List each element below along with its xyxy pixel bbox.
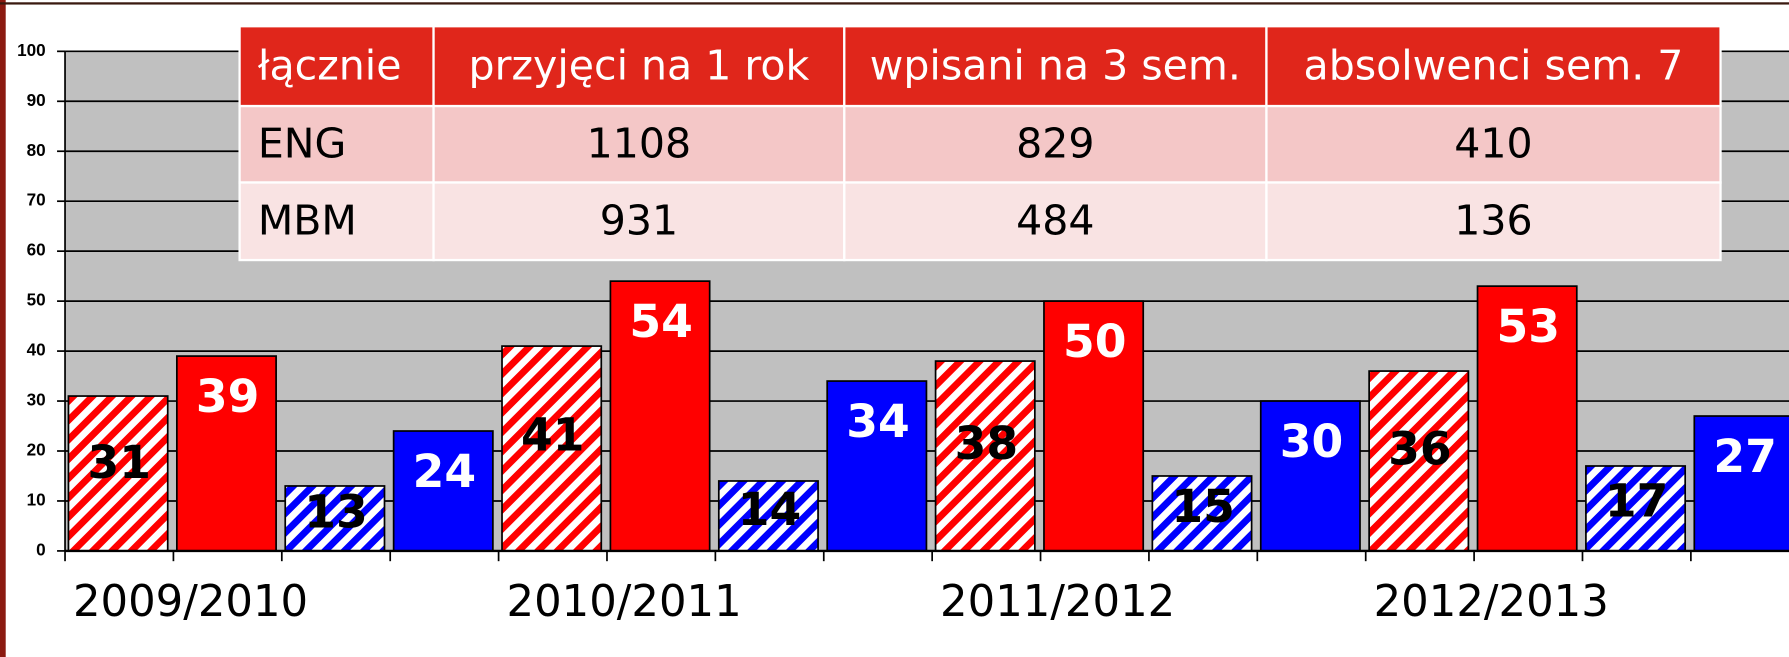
data-label: 15: [1171, 480, 1235, 533]
table-text: 931: [600, 197, 678, 245]
x-tick-label: 2010/2011: [507, 577, 742, 627]
frame-top: [0, 2, 1789, 5]
bar: [934, 360, 1036, 552]
y-tick-label: 100: [17, 41, 46, 60]
bar: [717, 480, 819, 552]
table-text: 1108: [587, 120, 691, 168]
bar: [284, 485, 386, 552]
x-tick-label: 2012/2013: [1374, 577, 1609, 627]
bar: [1585, 465, 1687, 552]
bar: [1259, 400, 1361, 552]
y-tick-label: 20: [27, 441, 46, 460]
data-label: 31: [87, 436, 151, 489]
table-cell: [238, 104, 435, 184]
table-text: 484: [1016, 197, 1094, 245]
bar: [175, 355, 277, 552]
data-label: 50: [1063, 315, 1127, 368]
table-cell: [238, 181, 435, 262]
frame-left: [0, 0, 6, 657]
table-cell: [432, 181, 846, 262]
bar: [1151, 475, 1253, 552]
table-cell: [1265, 104, 1722, 184]
table-cell: [1265, 25, 1722, 108]
data-label: 24: [413, 445, 477, 498]
y-tick-label: 10: [27, 490, 46, 509]
data-label: 39: [196, 370, 260, 423]
data-label: 53: [1497, 300, 1561, 353]
table-text: 136: [1454, 197, 1532, 245]
x-tick-label: 2009/2010: [73, 577, 308, 627]
y-tick-label: 50: [27, 291, 46, 310]
table-text: ENG: [258, 120, 346, 168]
y-tick-label: 90: [27, 91, 46, 110]
table-header: przyjęci na 1 rok: [469, 41, 810, 89]
table-cell: [843, 181, 1268, 262]
table-text: MBM: [258, 197, 357, 245]
y-tick-label: 0: [36, 540, 46, 559]
bar: [1043, 300, 1145, 552]
bar: [1693, 415, 1789, 552]
data-label: 41: [521, 409, 585, 462]
y-tick-label: 30: [27, 391, 46, 410]
table-header: łącznie: [258, 41, 402, 89]
bar: [609, 280, 711, 552]
table-cell: [1265, 181, 1722, 262]
data-label: 54: [629, 295, 693, 348]
x-tick-label: 2011/2012: [940, 577, 1175, 627]
table-text: 829: [1016, 120, 1094, 168]
table-header: absolwenci sem. 7: [1304, 41, 1684, 89]
y-tick-label: 40: [27, 341, 46, 360]
y-tick-label: 70: [27, 191, 46, 210]
data-label: 36: [1388, 423, 1452, 476]
table-header: wpisani na 3 sem.: [870, 41, 1241, 89]
bar: [67, 395, 169, 552]
y-tick-label: 80: [27, 141, 46, 160]
data-label: 34: [846, 395, 910, 448]
bar: [1476, 285, 1578, 552]
table-text: 410: [1454, 120, 1532, 168]
table-cell: [843, 25, 1268, 108]
y-tick-label: 60: [27, 241, 46, 260]
data-label: 30: [1280, 415, 1344, 468]
data-label: 14: [738, 483, 802, 536]
data-label: 27: [1713, 430, 1777, 483]
bar: [392, 430, 494, 552]
bar: [826, 380, 928, 552]
data-label: 13: [304, 486, 368, 539]
data-label: 38: [955, 417, 1019, 470]
data-label: 17: [1605, 475, 1669, 528]
bar: [1368, 370, 1470, 552]
